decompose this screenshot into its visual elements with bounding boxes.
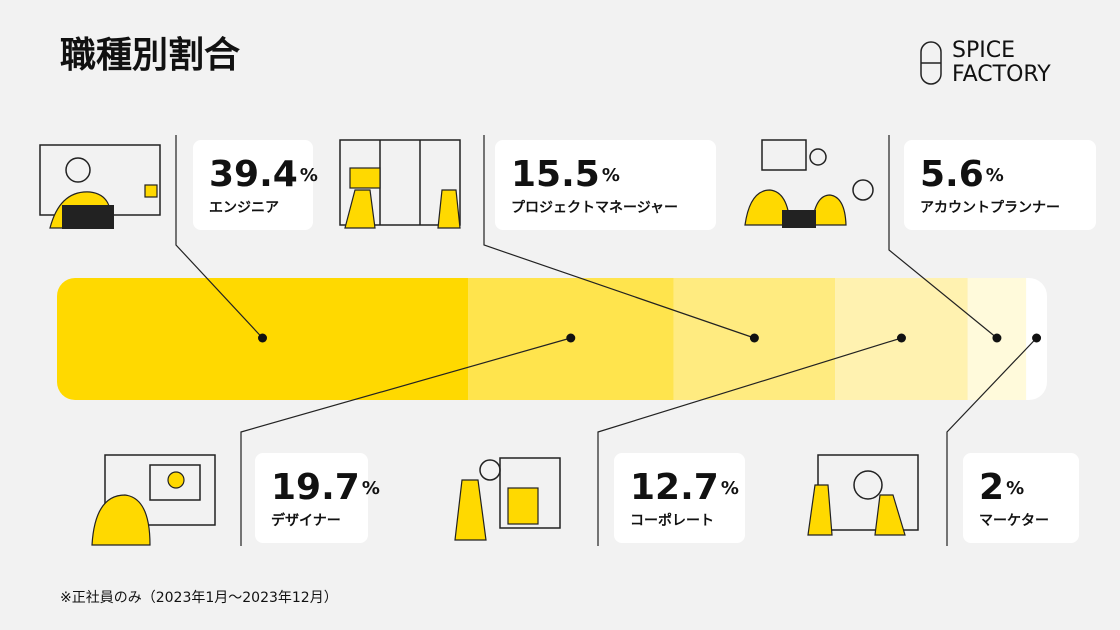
category-label: マーケター	[979, 513, 1049, 529]
illustration-corporate	[454, 457, 561, 541]
category-label: エンジニア	[209, 200, 279, 216]
segment-dot	[566, 333, 576, 343]
category-label: コーポレート	[630, 512, 714, 529]
value-label: 5.6%	[920, 154, 1004, 195]
segment-dot	[1032, 333, 1042, 343]
value-unit: %	[300, 165, 318, 186]
segment-dot	[258, 333, 268, 343]
label-card	[904, 140, 1096, 230]
leader-line	[888, 135, 998, 339]
label-card	[963, 453, 1079, 543]
value-label: 19.7%	[271, 467, 380, 508]
label-card	[193, 140, 313, 230]
value-number: 15.5	[511, 154, 600, 195]
segment-dot	[749, 333, 759, 343]
segment-dot	[896, 333, 906, 343]
category-label: デザイナー	[271, 512, 341, 529]
value-number: 12.7	[630, 467, 719, 508]
label-card	[614, 453, 745, 543]
illustration-designer	[91, 454, 216, 546]
value-number: 19.7	[271, 467, 360, 508]
leader-line	[946, 337, 1038, 546]
value-label: 12.7%	[630, 467, 739, 508]
value-label: 15.5%	[511, 154, 620, 195]
leader-line	[240, 337, 571, 546]
category-label: プロジェクトマネージャー	[511, 200, 678, 216]
illustration-pm	[339, 139, 461, 229]
value-unit: %	[362, 478, 380, 499]
label-card	[495, 140, 716, 230]
value-unit: %	[1006, 478, 1024, 499]
value-label: 39.4%	[209, 154, 318, 195]
illustration-account	[744, 139, 874, 228]
leader-line	[175, 135, 263, 339]
illustration-engineer	[39, 144, 161, 229]
illustration-marketer	[807, 454, 919, 536]
leader-line	[597, 337, 902, 546]
chart-title: 職種別割合	[60, 34, 240, 76]
category-label: アカウントプランナー	[920, 200, 1060, 216]
logo-line: SPICE	[952, 38, 1015, 63]
logo: SPICE FACTORY	[920, 38, 1051, 87]
value-label: 2%	[979, 467, 1024, 508]
value-number: 2	[979, 467, 1004, 508]
leader-line	[483, 135, 755, 339]
label-card	[255, 453, 368, 543]
segment-dot	[992, 333, 1002, 343]
logo-line: FACTORY	[952, 62, 1051, 87]
value-unit: %	[602, 165, 620, 186]
illustrations	[39, 139, 919, 546]
annotations: 39.4 % エンジニア 19.7 % デザイナー 15.5 % プロジェクトマネージャー 12.…	[175, 135, 1096, 546]
value-unit: %	[721, 478, 739, 499]
footnote: ※正社員のみ（2023年1月〜2023年12月）	[60, 590, 338, 606]
value-unit: %	[986, 165, 1004, 186]
value-number: 5.6	[920, 154, 984, 195]
value-number: 39.4	[209, 154, 298, 195]
